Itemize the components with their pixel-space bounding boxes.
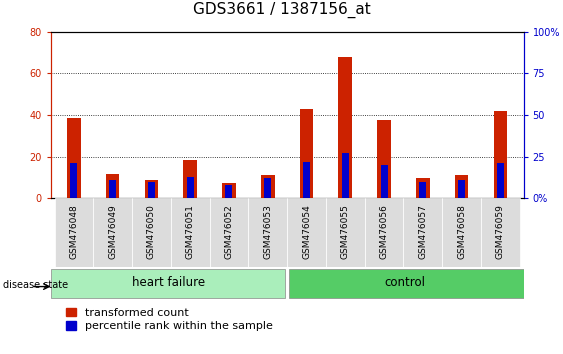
Text: GSM476054: GSM476054	[302, 204, 311, 258]
Bar	[248, 198, 287, 267]
Bar	[264, 178, 271, 198]
Text: GSM476055: GSM476055	[341, 204, 350, 259]
Bar	[226, 185, 233, 198]
Text: GSM476050: GSM476050	[147, 204, 156, 259]
Text: GSM476058: GSM476058	[457, 204, 466, 259]
Text: GSM476059: GSM476059	[496, 204, 505, 259]
Text: heart failure: heart failure	[132, 276, 205, 289]
Bar	[51, 269, 285, 297]
Text: GSM476053: GSM476053	[263, 204, 272, 259]
Bar	[338, 57, 352, 198]
Bar	[416, 178, 430, 198]
Bar	[289, 269, 524, 297]
Bar	[326, 198, 365, 267]
Bar	[184, 160, 197, 198]
Bar	[300, 109, 313, 198]
Bar	[67, 118, 81, 198]
Text: control: control	[385, 276, 426, 289]
Bar	[70, 163, 78, 198]
Bar	[381, 165, 387, 198]
Bar	[365, 198, 404, 267]
Bar	[303, 162, 310, 198]
Bar	[171, 198, 209, 267]
Bar	[55, 198, 93, 267]
Text: disease state: disease state	[3, 280, 68, 290]
Bar	[494, 111, 507, 198]
Bar	[93, 198, 132, 267]
Bar	[145, 179, 158, 198]
Text: GSM476056: GSM476056	[379, 204, 388, 259]
Bar	[481, 198, 520, 267]
Bar	[497, 163, 504, 198]
Bar	[458, 180, 465, 198]
Bar	[442, 198, 481, 267]
Legend: transformed count, percentile rank within the sample: transformed count, percentile rank withi…	[66, 308, 272, 331]
Text: GSM476048: GSM476048	[69, 204, 78, 258]
Text: GSM476049: GSM476049	[108, 204, 117, 258]
Bar	[404, 198, 442, 267]
Text: GSM476051: GSM476051	[186, 204, 195, 259]
Bar	[148, 182, 155, 198]
Bar	[222, 183, 236, 198]
Bar	[106, 174, 119, 198]
Bar	[287, 198, 326, 267]
Bar	[109, 180, 116, 198]
Bar	[419, 182, 426, 198]
Text: GSM476052: GSM476052	[225, 204, 234, 258]
Bar	[132, 198, 171, 267]
Bar	[261, 175, 275, 198]
Bar	[209, 198, 248, 267]
Bar	[455, 175, 468, 198]
Bar	[342, 153, 348, 198]
Bar	[377, 120, 391, 198]
Text: GSM476057: GSM476057	[418, 204, 427, 259]
Bar	[187, 177, 194, 198]
Text: GDS3661 / 1387156_at: GDS3661 / 1387156_at	[193, 2, 370, 18]
